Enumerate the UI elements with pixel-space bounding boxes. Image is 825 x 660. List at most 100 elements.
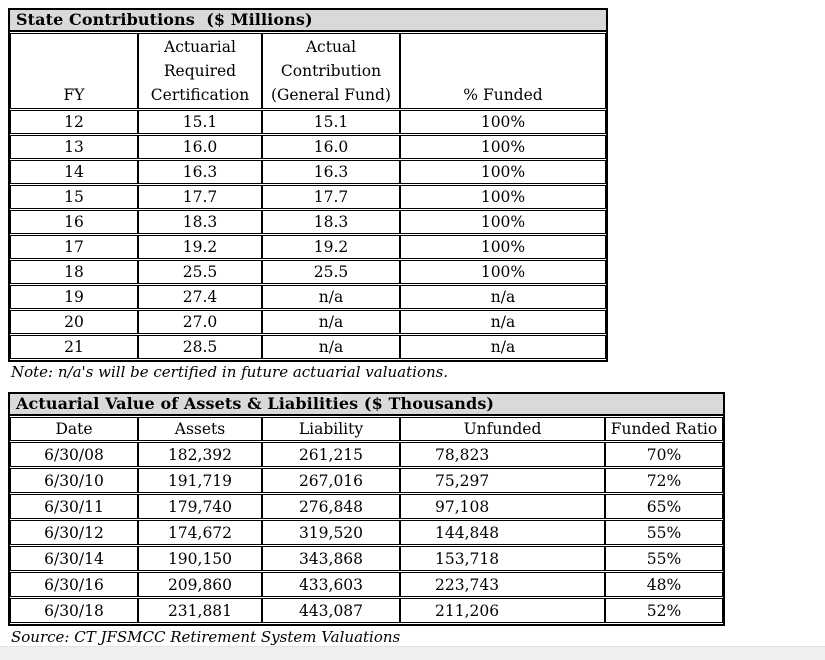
column-header-date: Date [10,417,138,441]
table-cell: 16.3 [138,160,262,184]
table-cell: 70% [605,442,723,467]
table-cell: 276,848 [262,494,400,519]
table-cell: 17.7 [138,185,262,209]
table-cell: 97,108 [400,494,605,519]
column-header-unfunded: Unfunded [400,417,605,441]
table-cell: 190,150 [138,546,262,571]
table-row: 13 16.0 16.0 100% [10,135,606,159]
table-cell: 15.1 [262,110,400,134]
table-row: 19 27.4 n/a n/a [10,285,606,309]
table-row: 6/30/10 191,719 267,016 75,297 72% [10,468,723,493]
table-cell: 100% [400,260,606,284]
table-cell: n/a [400,285,606,309]
table-cell: 21 [10,335,138,359]
table-cell: 15.1 [138,110,262,134]
assets-liabilities-table: Actuarial Value of Assets & Liabilities … [8,392,725,626]
table-cell: 100% [400,185,606,209]
table-cell: 17 [10,235,138,259]
table-cell: 261,215 [262,442,400,467]
table-cell: 14 [10,160,138,184]
table-cell: 75,297 [400,468,605,493]
footer-strip [0,646,825,660]
table-cell: 16.0 [262,135,400,159]
table-cell: 179,740 [138,494,262,519]
table-cell: 25.5 [138,260,262,284]
table-cell: 319,520 [262,520,400,545]
table-cell: n/a [262,335,400,359]
table-cell: 6/30/14 [10,546,138,571]
table-cell: 48% [605,572,723,597]
table-row: 6/30/12 174,672 319,520 144,848 55% [10,520,723,545]
table-cell: 191,719 [138,468,262,493]
state-contributions-grid: FY Actuarial Required Certification Actu… [10,32,606,360]
column-header-funded-ratio: Funded Ratio [605,417,723,441]
table-row: 16 18.3 18.3 100% [10,210,606,234]
table-cell: 211,206 [400,598,605,623]
table-cell: 25.5 [262,260,400,284]
column-header-arc: Actuarial Required Certification [138,33,262,109]
assets-liabilities-title: Actuarial Value of Assets & Liabilities … [10,394,723,416]
table-cell: 19.2 [138,235,262,259]
table-cell: 223,743 [400,572,605,597]
table-cell: 6/30/16 [10,572,138,597]
state-contributions-body: 12 15.1 15.1 100% 13 16.0 16.0 100% 14 16.3 16.3 10… [10,110,606,359]
table-cell: 182,392 [138,442,262,467]
table-row: 6/30/16 209,860 433,603 223,743 48% [10,572,723,597]
column-header-pct-funded: % Funded [400,33,606,109]
table-cell: 6/30/18 [10,598,138,623]
table-cell: 18 [10,260,138,284]
table-cell: 153,718 [400,546,605,571]
state-contributions-table: State Contributions ($ Millions) FY Actu… [8,8,608,362]
table-row: 20 27.0 n/a n/a [10,310,606,334]
table-cell: 20 [10,310,138,334]
table-cell: 100% [400,210,606,234]
table-cell: 65% [605,494,723,519]
table-cell: 19.2 [262,235,400,259]
table-row: 17 19.2 19.2 100% [10,235,606,259]
table-cell: 6/30/08 [10,442,138,467]
table-cell: 19 [10,285,138,309]
table-row: 6/30/11 179,740 276,848 97,108 65% [10,494,723,519]
note-text: Note: n/a's will be certified in future … [11,363,449,381]
table-cell: 433,603 [262,572,400,597]
table-cell: 174,672 [138,520,262,545]
table-cell: 267,016 [262,468,400,493]
table-cell: 18.3 [262,210,400,234]
column-header-liability: Liability [262,417,400,441]
header-row: FY Actuarial Required Certification Actu… [10,33,606,109]
state-contributions-title: State Contributions ($ Millions) [10,10,606,32]
table-cell: 28.5 [138,335,262,359]
table-cell: 27.4 [138,285,262,309]
table-cell: 55% [605,546,723,571]
table-cell: 17.7 [262,185,400,209]
table-cell: 100% [400,160,606,184]
column-header-fy: FY [10,33,138,109]
table-cell: 13 [10,135,138,159]
table-row: 14 16.3 16.3 100% [10,160,606,184]
table-cell: 100% [400,110,606,134]
table-cell: n/a [262,285,400,309]
table-cell: n/a [400,310,606,334]
table-cell: 72% [605,468,723,493]
column-header-assets: Assets [138,417,262,441]
table-cell: 144,848 [400,520,605,545]
table-cell: 443,087 [262,598,400,623]
assets-liabilities-body: 6/30/08 182,392 261,215 78,823 70% 6/30/10 191… [10,442,723,623]
table-cell: 100% [400,135,606,159]
table-row: 6/30/08 182,392 261,215 78,823 70% [10,442,723,467]
table-cell: 27.0 [138,310,262,334]
table-row: 15 17.7 17.7 100% [10,185,606,209]
table-cell: 343,868 [262,546,400,571]
table-cell: n/a [262,310,400,334]
table-cell: 6/30/10 [10,468,138,493]
table-cell: 6/30/12 [10,520,138,545]
table-cell: 100% [400,235,606,259]
table-row: 18 25.5 25.5 100% [10,260,606,284]
table-cell: 15 [10,185,138,209]
table-cell: 16 [10,210,138,234]
table-row: 6/30/14 190,150 343,868 153,718 55% [10,546,723,571]
table-cell: 16.0 [138,135,262,159]
assets-liabilities-grid: Date Assets Liability Unfunded Funded Ra… [10,416,723,624]
source-text: Source: CT JFSMCC Retirement System Valu… [11,628,401,646]
